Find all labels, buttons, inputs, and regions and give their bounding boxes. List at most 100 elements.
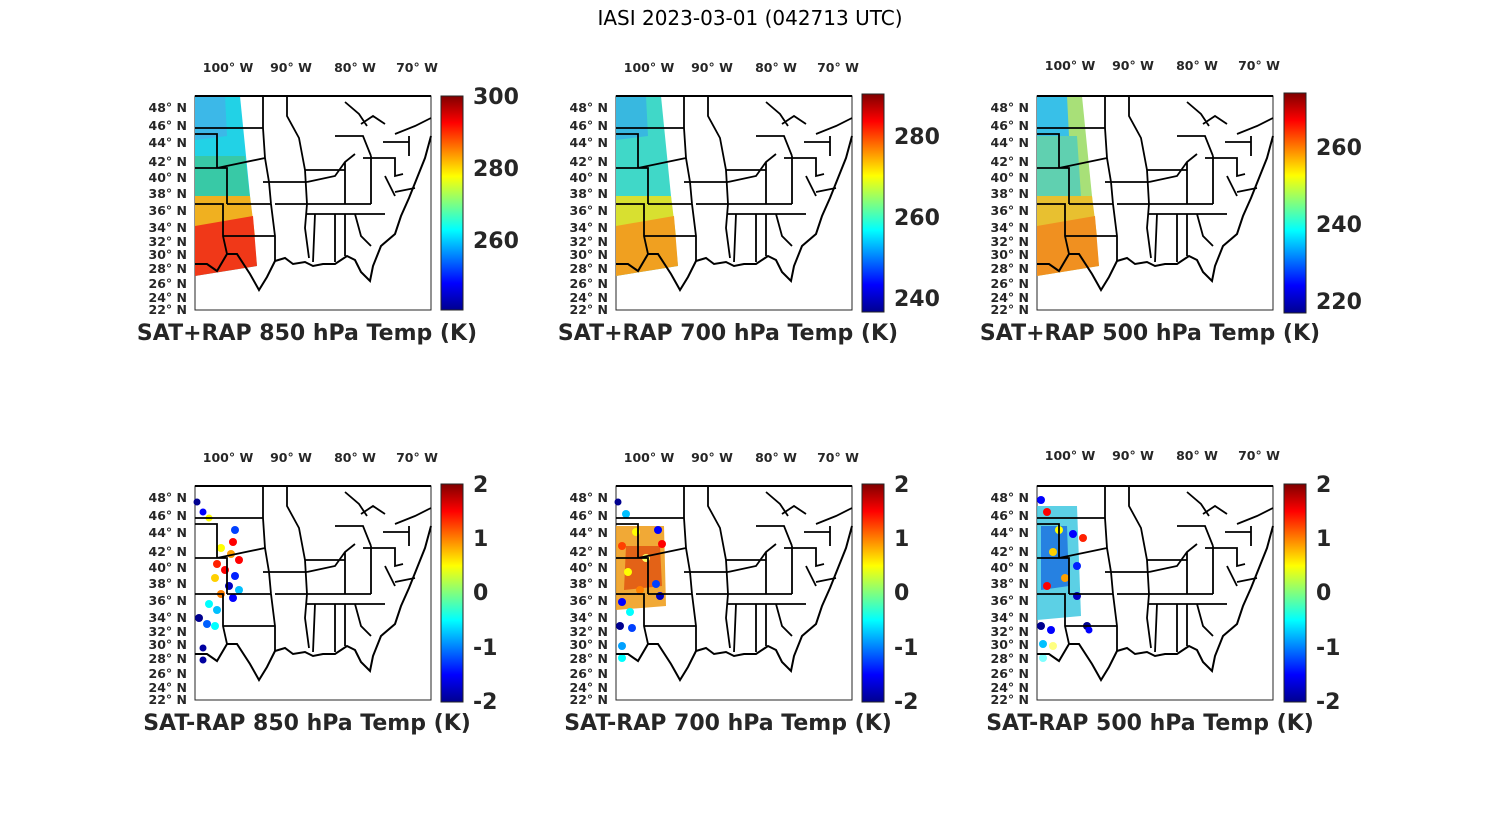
lon-tick-label: 90° W <box>270 450 312 465</box>
lat-tick-label: 40° N <box>149 170 187 185</box>
lat-tick-label: 40° N <box>991 170 1029 185</box>
panel-850-diff <box>193 485 432 701</box>
colorbar-tick: 220 <box>1316 290 1362 315</box>
lat-tick-label: 36° N <box>991 593 1029 608</box>
lon-tick-label: 70° W <box>396 60 438 75</box>
lat-tick-label: 26° N <box>149 276 187 291</box>
figure-title: IASI 2023-03-01 (042713 UTC) <box>597 6 903 30</box>
colorbar-tick: 1 <box>473 527 488 552</box>
lat-tick-label: 38° N <box>991 576 1029 591</box>
lat-tick-label: 44° N <box>570 525 608 540</box>
lat-tick-label: 40° N <box>570 560 608 575</box>
lat-tick-label: 42° N <box>149 154 187 169</box>
lat-tick-label: 28° N <box>991 651 1029 666</box>
colorbar-700-diff <box>861 483 885 703</box>
panel-title: SAT+RAP 850 hPa Temp (K) <box>137 321 477 346</box>
panel-700-temp <box>615 95 853 311</box>
lat-tick-label: 48° N <box>149 100 187 115</box>
lat-tick-label: 38° N <box>149 576 187 591</box>
panel-title: SAT-RAP 700 hPa Temp (K) <box>564 711 892 736</box>
panel-title: SAT+RAP 500 hPa Temp (K) <box>980 321 1320 346</box>
lat-tick-label: 22° N <box>991 692 1029 707</box>
lon-tick-label: 90° W <box>1112 448 1154 463</box>
lon-tick-label: 70° W <box>1238 448 1280 463</box>
lat-tick-label: 30° N <box>991 247 1029 262</box>
lat-tick-label: 24° N <box>149 290 187 305</box>
lat-tick-label: 36° N <box>570 593 608 608</box>
lat-tick-label: 34° N <box>570 220 608 235</box>
colorbar-tick: 1 <box>1316 527 1331 552</box>
lon-tick-label: 80° W <box>1176 58 1218 73</box>
colorbar-700 <box>861 93 885 313</box>
lat-tick-label: 28° N <box>991 261 1029 276</box>
lat-tick-label: 48° N <box>991 100 1029 115</box>
panel-title: SAT-RAP 500 hPa Temp (K) <box>986 711 1314 736</box>
lat-tick-label: 38° N <box>570 576 608 591</box>
panel-500-diff <box>1036 485 1274 701</box>
lat-tick-label: 46° N <box>570 508 608 523</box>
lat-tick-label: 28° N <box>149 261 187 276</box>
axis-labels: 100° W 90° W 80° W 70° W 48° N 46° N 44° N 42° … <box>149 58 1281 707</box>
colorbar-tick: -1 <box>1316 636 1340 661</box>
lat-tick-label: 46° N <box>991 118 1029 133</box>
colorbar-tick: -1 <box>894 636 918 661</box>
lat-tick-label: 44° N <box>570 135 608 150</box>
colorbar-tick: 260 <box>473 229 519 254</box>
panel-title: SAT+RAP 700 hPa Temp (K) <box>558 321 898 346</box>
colorbar-850 <box>440 95 464 311</box>
lat-tick-label: 40° N <box>149 560 187 575</box>
colorbar-tick: 300 <box>473 85 519 110</box>
lat-tick-label: 42° N <box>570 544 608 559</box>
lat-tick-label: 26° N <box>570 276 608 291</box>
lat-tick-label: 46° N <box>149 118 187 133</box>
lat-tick-label: 44° N <box>991 525 1029 540</box>
lat-tick-label: 40° N <box>570 170 608 185</box>
lat-tick-label: 38° N <box>991 186 1029 201</box>
lat-tick-label: 26° N <box>991 666 1029 681</box>
lat-tick-label: 28° N <box>570 261 608 276</box>
lat-tick-label: 38° N <box>570 186 608 201</box>
lon-tick-label: 70° W <box>1238 58 1280 73</box>
lon-tick-label: 80° W <box>334 60 376 75</box>
lon-tick-label: 80° W <box>755 60 797 75</box>
lat-tick-label: 34° N <box>991 220 1029 235</box>
lat-tick-label: 42° N <box>991 154 1029 169</box>
lat-tick-label: 26° N <box>149 666 187 681</box>
lat-tick-label: 30° N <box>149 247 187 262</box>
lat-tick-label: 36° N <box>991 203 1029 218</box>
lat-tick-label: 32° N <box>570 624 608 639</box>
panel-500-temp <box>1036 95 1274 311</box>
lat-tick-label: 42° N <box>149 544 187 559</box>
lat-tick-label: 36° N <box>149 203 187 218</box>
lat-tick-label: 48° N <box>570 490 608 505</box>
lon-tick-label: 90° W <box>691 60 733 75</box>
lat-tick-label: 28° N <box>570 651 608 666</box>
colorbar-tick: 240 <box>894 287 940 312</box>
lat-tick-label: 32° N <box>570 234 608 249</box>
panel-700-diff <box>614 485 853 701</box>
colorbar-tick: 2 <box>473 473 488 498</box>
lat-tick-label: 48° N <box>149 490 187 505</box>
lat-tick-label: 32° N <box>991 234 1029 249</box>
lat-tick-label: 38° N <box>149 186 187 201</box>
colorbar-tick: 1 <box>894 527 909 552</box>
lat-tick-label: 36° N <box>570 203 608 218</box>
colorbar-tick: 2 <box>1316 473 1331 498</box>
panel-850-temp <box>194 95 432 311</box>
colorbar-tick: 0 <box>1316 581 1331 606</box>
lat-tick-label: 48° N <box>570 100 608 115</box>
lat-tick-label: 22° N <box>991 302 1029 317</box>
lat-tick-label: 28° N <box>149 651 187 666</box>
lon-tick-label: 100° W <box>624 450 675 465</box>
colorbar-500-diff <box>1283 483 1307 703</box>
lon-tick-label: 90° W <box>691 450 733 465</box>
lon-tick-label: 70° W <box>396 450 438 465</box>
lat-tick-label: 44° N <box>149 525 187 540</box>
lon-tick-label: 100° W <box>203 60 254 75</box>
lon-tick-label: 100° W <box>624 60 675 75</box>
lat-tick-label: 26° N <box>991 276 1029 291</box>
lat-tick-label: 34° N <box>149 220 187 235</box>
lat-tick-label: 48° N <box>991 490 1029 505</box>
lat-tick-label: 22° N <box>149 302 187 317</box>
lat-tick-label: 24° N <box>570 290 608 305</box>
